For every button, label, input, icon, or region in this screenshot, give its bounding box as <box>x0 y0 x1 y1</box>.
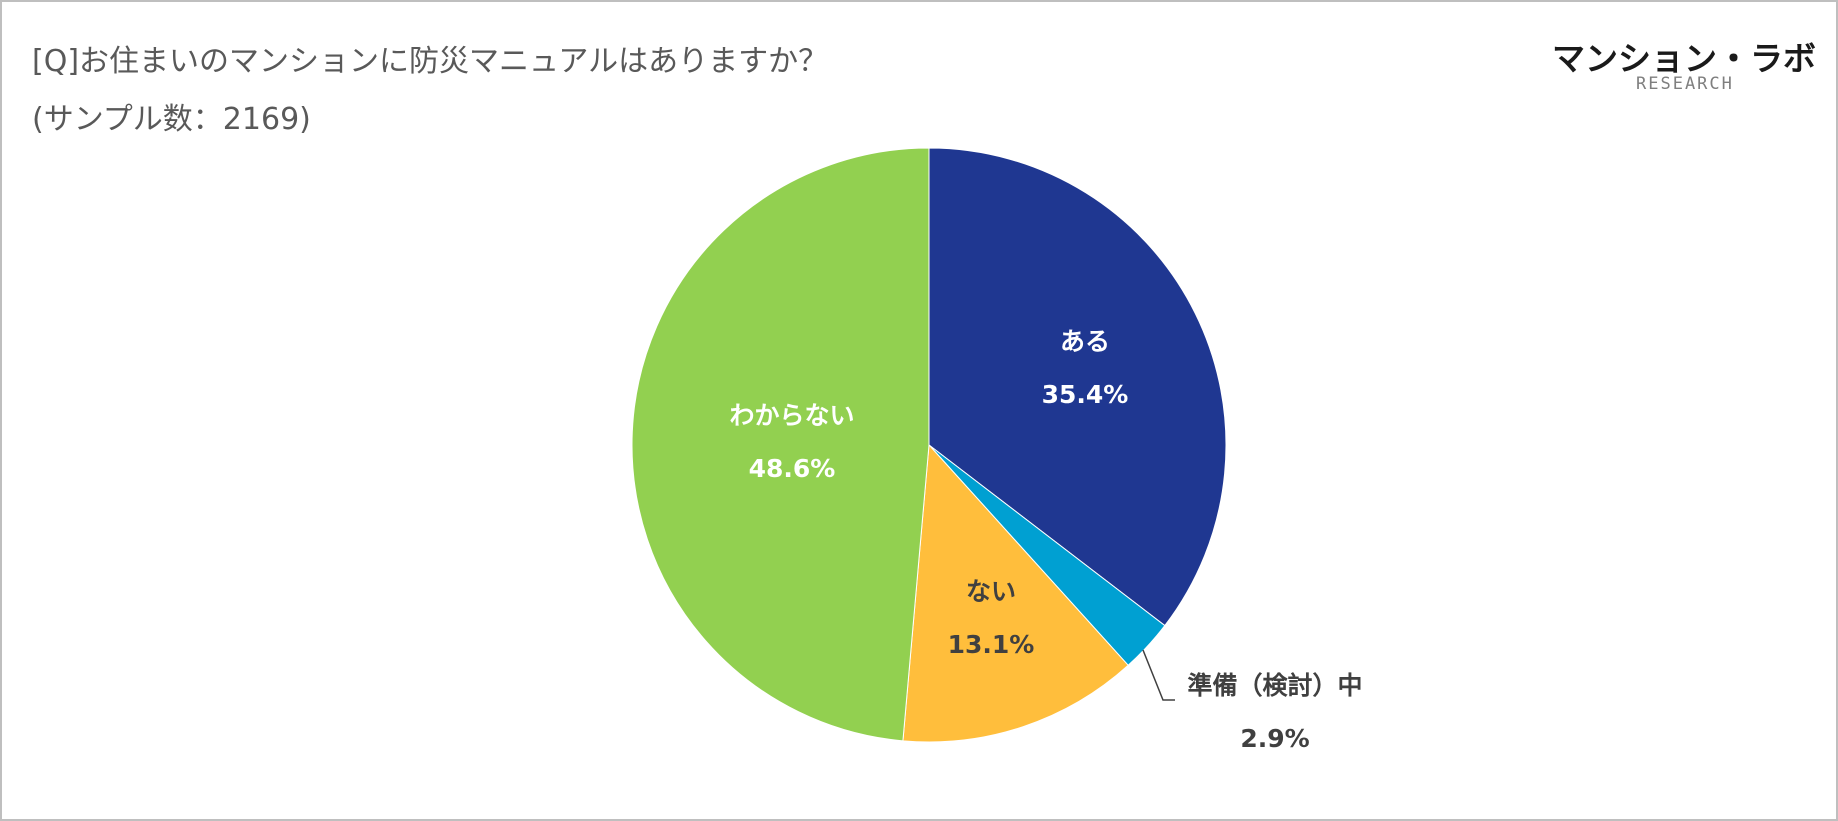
slice-value-3: 48.6% <box>749 454 836 483</box>
pie-slice-2 <box>902 443 1129 743</box>
slice-value-2: 13.1% <box>948 630 1035 659</box>
slice-label-0: ある <box>1060 327 1110 356</box>
slice-value-0: 35.4% <box>1042 380 1129 409</box>
slice-value-1: 2.9% <box>1240 724 1309 753</box>
pie-slice-3 <box>631 147 930 742</box>
pie-slice-0 <box>928 147 1227 627</box>
chart-subtitle: (サンプル数：2169) <box>32 102 311 137</box>
chart-title: [Q]お住まいのマンションに防災マニュアルはありますか？ <box>32 44 829 79</box>
slice-label-1: 準備（検討）中 <box>1187 671 1362 700</box>
leader-line-1 <box>1142 649 1175 701</box>
logo-wordmark: マンション・ラボ <box>1552 39 1816 78</box>
slice-label-3: わからない <box>729 401 854 430</box>
slice-label-2: ない <box>966 577 1016 606</box>
brand-logo: マンション・ラボ RESEARCH <box>1552 32 1816 94</box>
logo-subtext: RESEARCH <box>1636 74 1734 94</box>
